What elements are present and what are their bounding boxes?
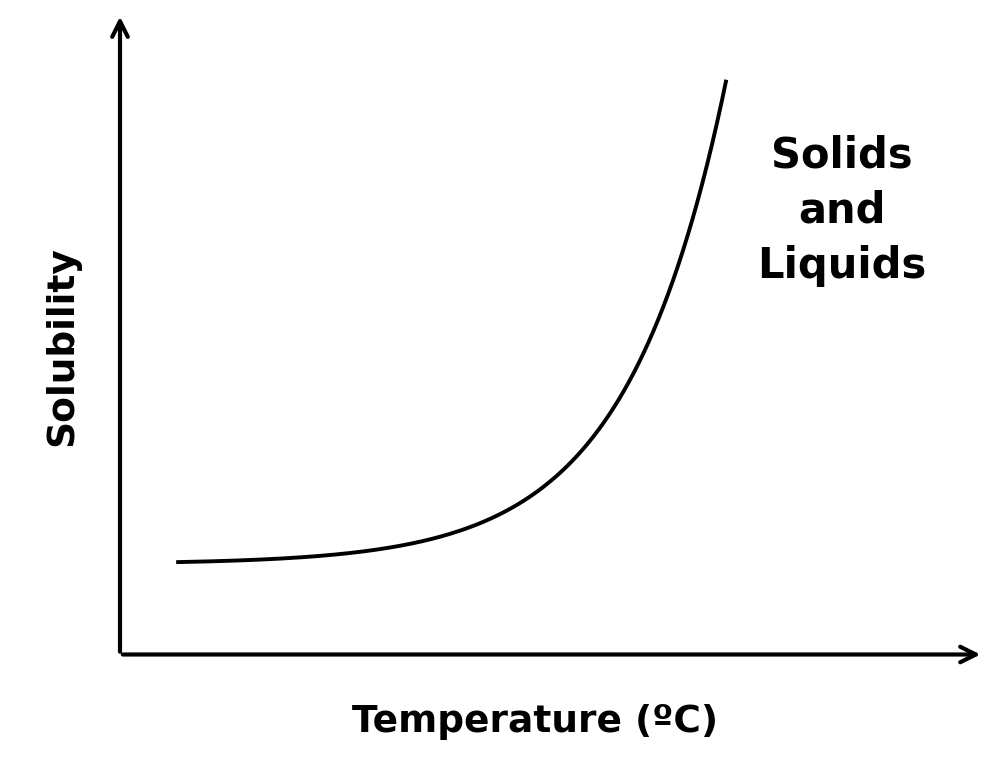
Text: Solids
and
Liquids: Solids and Liquids [757,135,927,287]
Text: Solubility: Solubility [44,246,80,447]
Text: Temperature (ºC): Temperature (ºC) [352,705,718,740]
